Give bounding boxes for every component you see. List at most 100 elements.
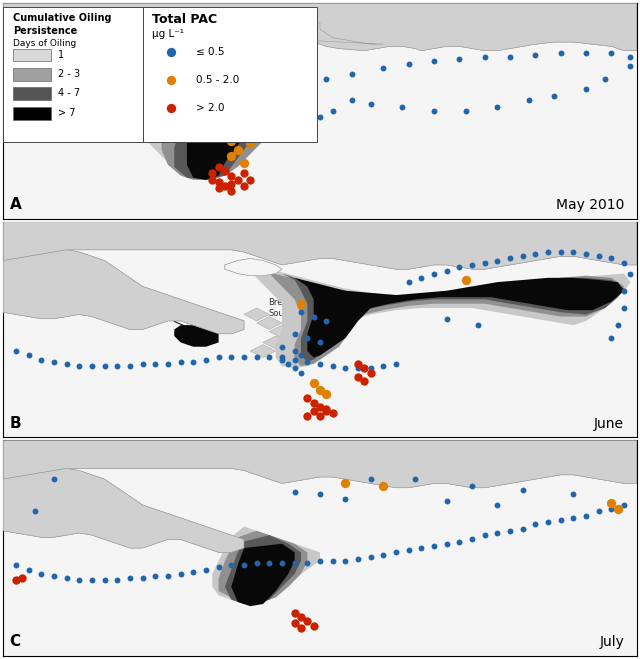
Text: AL: AL [388, 449, 404, 462]
Point [581, 84, 591, 95]
Point [568, 489, 579, 500]
Point [296, 350, 306, 360]
Point [232, 175, 243, 185]
Point [315, 384, 325, 395]
Point [543, 246, 553, 257]
Point [308, 378, 319, 389]
Point [308, 620, 319, 631]
Point [328, 105, 338, 116]
Point [239, 181, 249, 192]
Point [416, 543, 426, 554]
Point [625, 61, 636, 71]
Point [99, 575, 109, 586]
Point [289, 487, 300, 498]
Point [226, 352, 236, 362]
Polygon shape [257, 270, 624, 366]
Point [410, 474, 420, 484]
Point [429, 540, 439, 551]
Point [296, 623, 306, 633]
Text: FL: FL [534, 231, 549, 243]
Point [612, 320, 623, 330]
Point [264, 352, 275, 362]
Point [214, 562, 224, 573]
Point [378, 549, 388, 559]
Point [232, 144, 243, 155]
Point [220, 166, 230, 177]
Point [594, 506, 604, 517]
Point [61, 358, 72, 369]
Point [359, 376, 369, 386]
Point [340, 556, 351, 566]
Point [340, 478, 351, 489]
Point [328, 361, 338, 372]
Point [492, 528, 502, 538]
Point [214, 177, 224, 187]
Point [404, 545, 414, 556]
Text: LA: LA [59, 494, 74, 507]
Point [454, 54, 465, 65]
Text: > 2.0: > 2.0 [196, 103, 225, 113]
Point [195, 84, 205, 95]
Point [81, 76, 91, 86]
Point [543, 517, 553, 527]
Text: AL: AL [388, 231, 404, 243]
Polygon shape [263, 336, 288, 349]
Point [461, 275, 471, 285]
Point [17, 573, 28, 583]
Polygon shape [3, 222, 637, 270]
Point [315, 337, 325, 348]
Polygon shape [294, 278, 624, 357]
Point [220, 181, 230, 192]
Polygon shape [174, 94, 263, 180]
Point [340, 363, 351, 374]
Point [328, 556, 338, 566]
Point [150, 73, 161, 84]
Point [568, 513, 579, 523]
Point [49, 571, 59, 581]
Point [289, 329, 300, 339]
Point [315, 489, 325, 500]
Point [581, 47, 591, 58]
Text: Breton
Sound: Breton Sound [268, 299, 296, 318]
Point [289, 608, 300, 618]
Point [429, 268, 439, 279]
Point [606, 253, 616, 264]
Polygon shape [187, 107, 250, 180]
Point [252, 558, 262, 569]
Point [271, 90, 281, 101]
Point [289, 618, 300, 629]
Point [606, 47, 616, 58]
Point [404, 58, 414, 69]
Point [442, 314, 452, 324]
Point [549, 90, 559, 101]
Text: MS: MS [253, 231, 273, 243]
Point [347, 69, 357, 80]
Point [61, 73, 72, 84]
Point [201, 355, 211, 365]
Point [321, 404, 332, 415]
Polygon shape [3, 31, 156, 70]
Point [264, 82, 275, 92]
Polygon shape [3, 31, 156, 70]
Point [353, 363, 363, 374]
Point [214, 90, 224, 101]
Text: FL: FL [534, 449, 549, 462]
Point [226, 100, 236, 110]
Polygon shape [130, 55, 257, 90]
Polygon shape [143, 78, 294, 175]
Point [556, 246, 566, 257]
Polygon shape [219, 530, 307, 602]
Point [201, 564, 211, 575]
Point [226, 84, 236, 95]
Point [74, 575, 84, 586]
Point [619, 258, 629, 268]
Point [619, 302, 629, 313]
Point [112, 361, 122, 372]
Point [175, 357, 186, 367]
Point [226, 185, 236, 196]
Point [518, 251, 528, 262]
Point [619, 500, 629, 510]
Point [277, 352, 287, 362]
Point [277, 355, 287, 365]
Point [625, 268, 636, 279]
